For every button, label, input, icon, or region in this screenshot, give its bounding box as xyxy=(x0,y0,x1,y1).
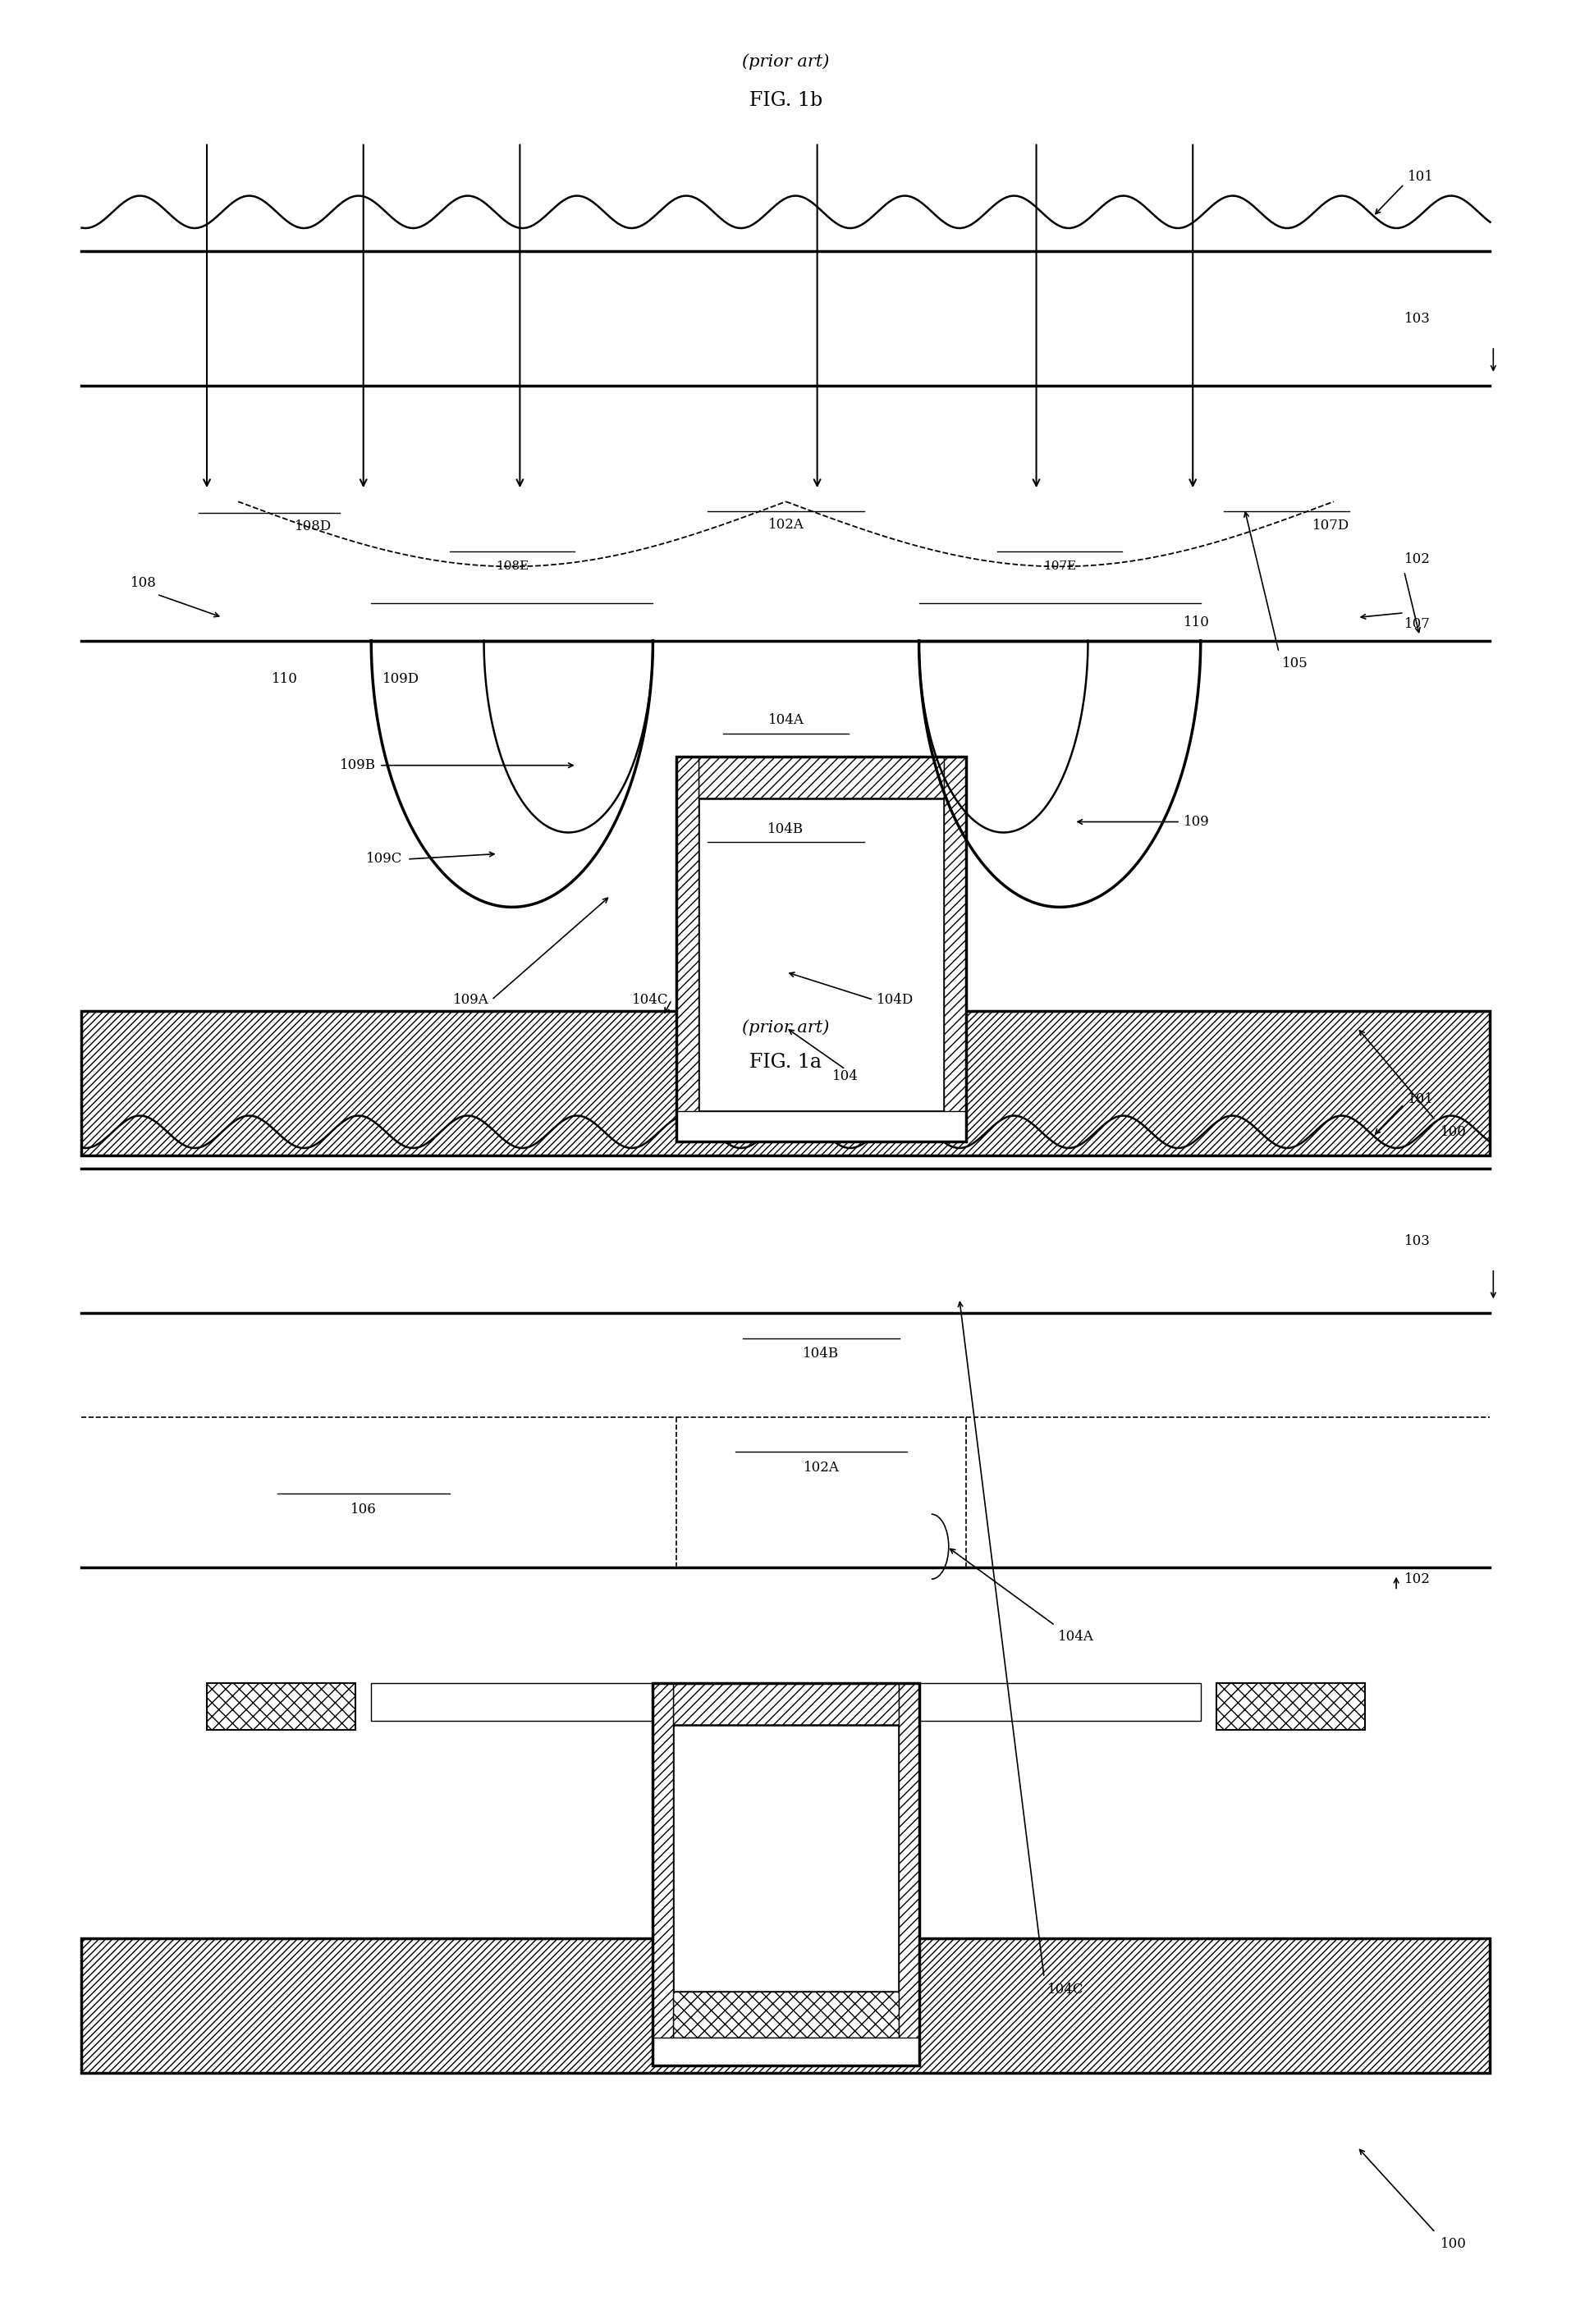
Text: 102A: 102A xyxy=(768,518,803,532)
Text: 109A: 109A xyxy=(452,992,489,1006)
Text: FIG. 1a: FIG. 1a xyxy=(749,1053,822,1071)
Text: 105: 105 xyxy=(1282,658,1307,672)
Text: 110: 110 xyxy=(272,672,297,686)
Bar xyxy=(676,1111,965,1141)
Bar xyxy=(919,1683,1200,1720)
Text: 108D: 108D xyxy=(295,521,331,535)
Text: 101: 101 xyxy=(1406,170,1433,184)
Bar xyxy=(672,1683,899,1724)
Bar xyxy=(207,1683,355,1729)
Bar xyxy=(698,758,944,797)
Text: 110: 110 xyxy=(1183,616,1210,630)
Text: 102A: 102A xyxy=(803,1462,839,1476)
Text: 102: 102 xyxy=(1403,1571,1430,1585)
Text: 108E: 108E xyxy=(495,560,528,572)
Text: 106: 106 xyxy=(350,1504,375,1518)
Text: 109C: 109C xyxy=(366,853,402,867)
Text: 107E: 107E xyxy=(1043,560,1076,572)
Text: 104: 104 xyxy=(833,1069,858,1083)
Text: 100: 100 xyxy=(1439,2238,1466,2252)
Bar xyxy=(82,1938,1489,2073)
Text: 107D: 107D xyxy=(1312,518,1348,532)
Bar xyxy=(82,1011,1489,1155)
Text: 104B: 104B xyxy=(803,1348,839,1362)
Text: 101: 101 xyxy=(1406,1092,1433,1106)
Text: 103: 103 xyxy=(1403,1234,1430,1248)
Text: 104C: 104C xyxy=(1046,1982,1084,1996)
Text: 104A: 104A xyxy=(768,713,803,727)
Text: 104B: 104B xyxy=(767,823,804,837)
Text: (prior art): (prior art) xyxy=(742,53,829,70)
Bar xyxy=(672,1724,899,1992)
Bar xyxy=(652,1683,672,2066)
Text: 104A: 104A xyxy=(1057,1629,1093,1643)
Text: (prior art): (prior art) xyxy=(742,1020,829,1037)
Bar xyxy=(676,758,965,1141)
Text: 104D: 104D xyxy=(877,992,913,1006)
Bar xyxy=(1216,1683,1364,1729)
Text: 104C: 104C xyxy=(632,992,668,1006)
Bar xyxy=(672,1992,899,2038)
Bar xyxy=(676,758,698,1141)
Text: 109D: 109D xyxy=(382,672,419,686)
Bar xyxy=(652,2038,919,2066)
Bar xyxy=(652,1683,919,2066)
Text: FIG. 1b: FIG. 1b xyxy=(749,91,822,109)
Text: 109: 109 xyxy=(1183,816,1208,830)
Bar xyxy=(698,797,944,1111)
Bar xyxy=(899,1683,919,2066)
Bar xyxy=(371,1683,652,1720)
Bar xyxy=(944,758,965,1141)
Text: 103: 103 xyxy=(1403,311,1430,325)
Text: 109B: 109B xyxy=(339,758,375,772)
Text: 100: 100 xyxy=(1439,1125,1466,1139)
Text: 107: 107 xyxy=(1403,618,1430,632)
Text: 102: 102 xyxy=(1403,553,1430,567)
Text: 108: 108 xyxy=(130,576,157,590)
